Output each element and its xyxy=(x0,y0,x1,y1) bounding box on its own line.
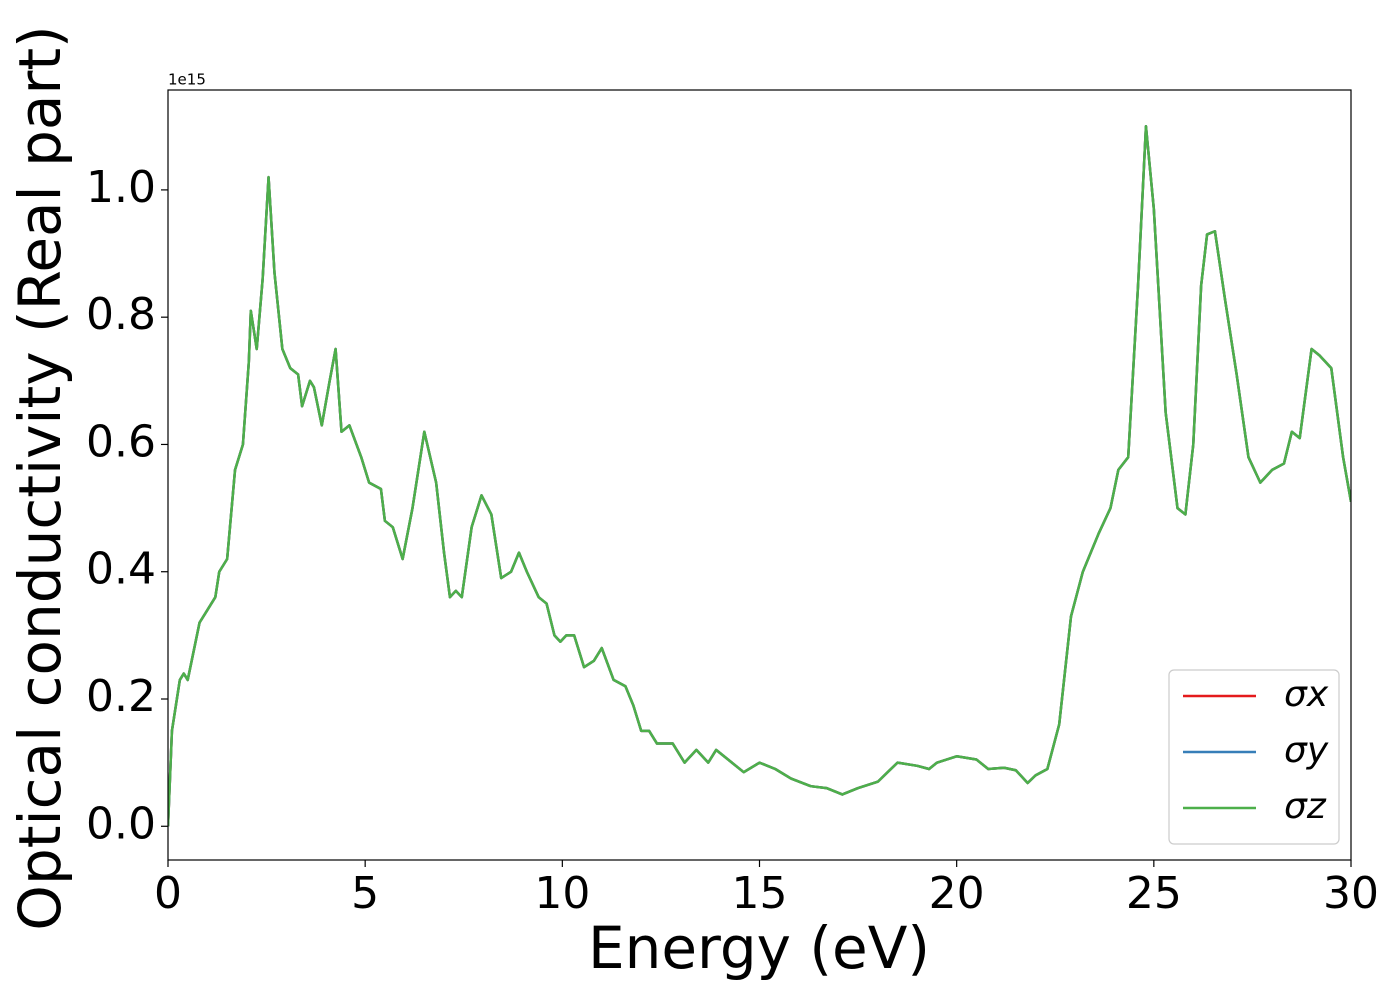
y-tick-label: 0.0 xyxy=(86,798,156,849)
y-tick-label: 0.8 xyxy=(86,289,156,340)
y-axis-label: Optical conductivity (Real part) xyxy=(6,25,74,930)
y-tick-label: 0.4 xyxy=(86,544,156,595)
y-tick-label: 0.2 xyxy=(86,671,156,722)
legend-label: σy xyxy=(1284,730,1329,771)
plot-frame xyxy=(167,89,1352,861)
x-tick-label: 20 xyxy=(929,868,985,919)
y-tick-label: 1.0 xyxy=(86,162,156,213)
x-tick-label: 0 xyxy=(154,868,182,919)
series-line xyxy=(168,125,1351,827)
x-axis-label: Energy (eV) xyxy=(588,914,930,982)
x-tick-label: 15 xyxy=(732,868,788,919)
x-tick-label: 25 xyxy=(1126,868,1182,919)
x-tick-label: 30 xyxy=(1323,868,1379,919)
offset-label: 1e15 xyxy=(168,71,206,89)
y-tick-label: 0.6 xyxy=(86,416,156,467)
legend-label: σx xyxy=(1284,674,1329,715)
x-tick-label: 10 xyxy=(534,868,590,919)
x-tick-label: 5 xyxy=(351,868,379,919)
legend-box xyxy=(1168,669,1340,845)
legend-label: σz xyxy=(1284,786,1327,827)
